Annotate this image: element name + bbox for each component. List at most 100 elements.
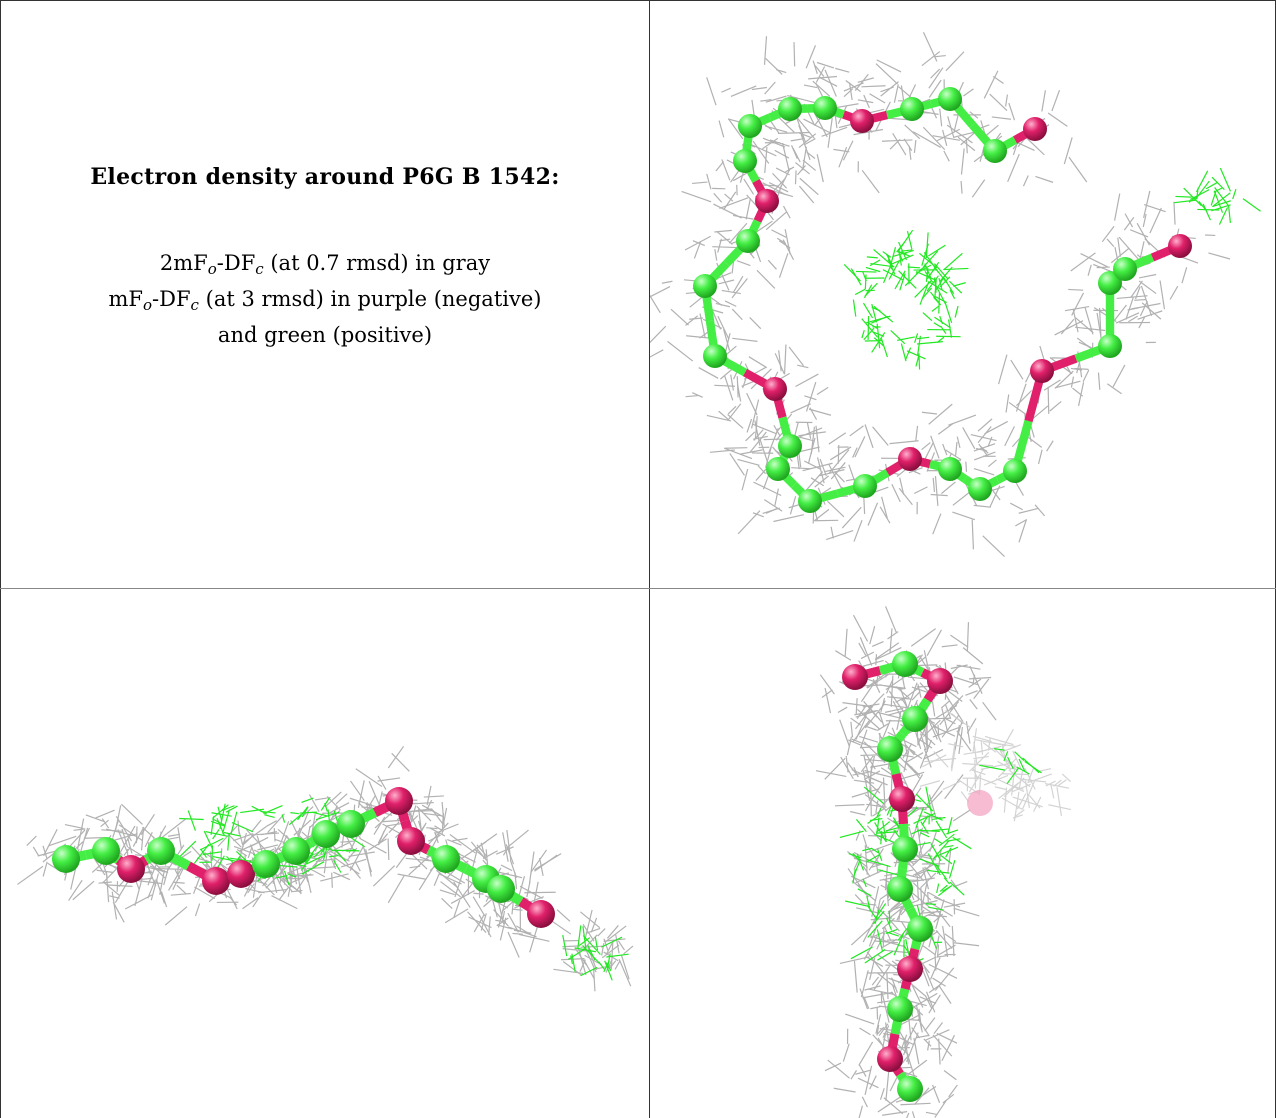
mesh-segment <box>661 280 673 284</box>
mesh-segment <box>877 950 894 961</box>
mesh-segment <box>965 461 968 472</box>
mesh-segment <box>956 730 972 752</box>
mesh-segment <box>833 1087 856 1093</box>
mesh-segment <box>889 247 897 267</box>
mesh-segment <box>180 850 192 859</box>
mesh-segment <box>854 894 865 905</box>
mesh-segment <box>774 488 779 506</box>
mesh-segment <box>349 797 373 806</box>
mesh-segment <box>1041 90 1047 112</box>
mesh-segment <box>876 929 884 952</box>
mesh-segment <box>968 676 992 680</box>
mesh-segment <box>850 875 876 889</box>
mesh-segment <box>876 953 901 973</box>
mesh-segment <box>932 725 956 737</box>
mesh-segment <box>924 757 957 763</box>
mesh-segment <box>1174 199 1196 204</box>
mesh-segment <box>926 629 942 657</box>
oxygen-atom <box>877 1046 903 1072</box>
carbon-atom <box>52 845 80 873</box>
mesh-segment <box>936 955 948 958</box>
carbon-atom <box>766 457 790 481</box>
mesh-segment <box>972 735 992 743</box>
mesh-segment <box>795 373 819 388</box>
mesh-segment <box>863 996 870 1009</box>
mesh-segment <box>1149 207 1162 234</box>
mesh-segment <box>199 837 224 851</box>
mesh-segment <box>1190 189 1210 200</box>
mesh-segment <box>868 857 879 871</box>
mesh-segment <box>884 685 906 689</box>
mesh-segment <box>299 811 317 814</box>
mesh-segment <box>922 1085 937 1096</box>
mesh-segment <box>718 279 735 285</box>
mesh-segment <box>937 848 942 875</box>
mesh-segment <box>64 823 84 830</box>
mesh-segment <box>850 924 874 946</box>
legend-line-green: and green (positive) <box>217 323 433 347</box>
mesh-positive-faded <box>979 748 1042 785</box>
oxygen-atom <box>227 860 255 888</box>
mesh-segment <box>730 374 735 391</box>
mesh-segment <box>917 335 922 356</box>
mesh-segment <box>306 855 325 865</box>
mesh-segment <box>689 296 703 308</box>
mesh-segment <box>1070 376 1075 388</box>
mesh-segment <box>1084 307 1094 335</box>
mesh-segment <box>917 1018 930 1037</box>
mesh-segment <box>897 928 908 941</box>
mesh-segment <box>762 137 786 148</box>
mesh-segment <box>719 197 749 209</box>
mesh-segment <box>862 878 867 888</box>
mesh-segment <box>918 815 942 819</box>
mesh-segment <box>290 812 299 815</box>
mesh-segment <box>333 849 360 852</box>
mesh-segment <box>952 836 972 850</box>
mesh-segment <box>731 278 748 299</box>
mesh-segment <box>892 133 907 156</box>
mesh-segment <box>913 812 936 825</box>
mesh-segment <box>971 519 975 550</box>
mesh-segment <box>953 676 979 686</box>
mesh-segment <box>96 869 114 874</box>
mesh-segment <box>850 810 866 816</box>
mesh-segment <box>445 871 466 884</box>
mesh-segment <box>853 960 858 993</box>
mesh-segment <box>882 820 887 842</box>
mesh-segment <box>601 936 623 948</box>
mesh-segment <box>246 829 266 851</box>
mesh-segment <box>528 851 535 884</box>
mesh-segment <box>852 720 870 743</box>
mesh-segment <box>650 325 667 344</box>
mesh-segment <box>948 1084 958 1098</box>
carbon-atom <box>983 139 1007 163</box>
mesh-segment <box>997 757 1017 778</box>
mesh-segment <box>1071 292 1085 316</box>
mesh-segment <box>897 754 916 774</box>
mesh-segment <box>948 319 953 338</box>
mesh-segment <box>930 68 941 79</box>
mesh-segment <box>302 806 314 817</box>
mesh-segment <box>988 459 997 468</box>
mesh-segment <box>320 873 349 882</box>
mesh-segment <box>880 86 894 93</box>
mesh-segment <box>869 259 881 267</box>
mesh-segment <box>369 795 376 806</box>
mesh-segment <box>617 940 626 951</box>
mesh-segment <box>830 462 846 480</box>
mesh-segment <box>562 961 582 976</box>
mesh-segment <box>724 193 734 202</box>
mesh-segment <box>834 804 865 807</box>
density-image-end <box>815 606 1072 1118</box>
carbon-atom <box>703 344 727 368</box>
mesh-segment <box>355 768 383 788</box>
mesh-segment <box>923 748 944 760</box>
mesh-segment <box>940 854 953 865</box>
mesh-segment <box>755 248 762 263</box>
mesh-segment <box>857 884 869 898</box>
mesh-segment <box>1098 307 1102 340</box>
mesh-segment <box>853 519 863 542</box>
mesh-segment <box>187 810 197 831</box>
mesh-segment <box>763 438 783 441</box>
mesh-segment <box>467 911 487 933</box>
